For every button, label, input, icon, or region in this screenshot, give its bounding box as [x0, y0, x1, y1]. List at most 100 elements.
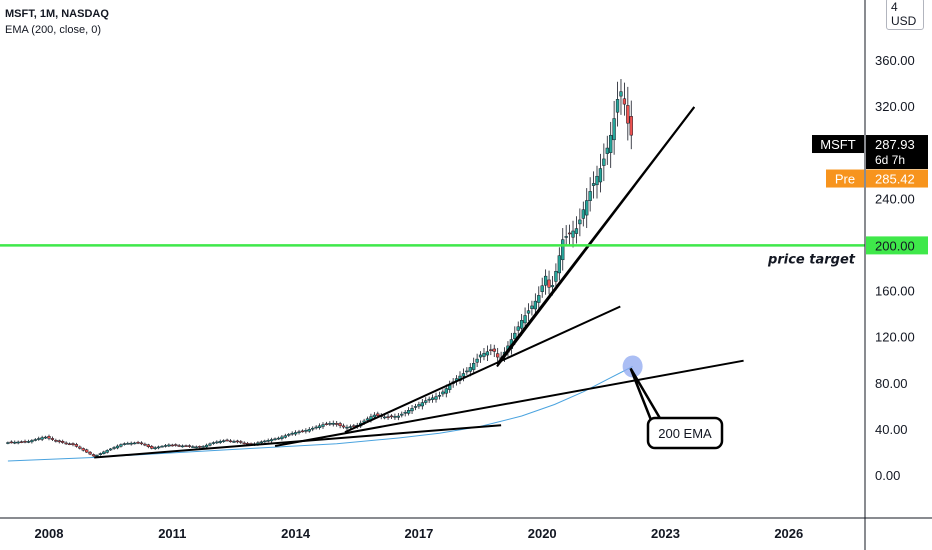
candle-body [468, 367, 472, 372]
candle-body [112, 447, 116, 449]
candle-body [554, 271, 558, 282]
candle-body [201, 446, 205, 448]
candle-body [163, 445, 168, 447]
candle-body [533, 300, 538, 310]
x-tick-label: 2011 [158, 526, 186, 541]
ema-line [7, 366, 633, 462]
ema-callout: 200 EMA [622, 355, 724, 450]
candle-body [567, 232, 572, 235]
candle-body [537, 295, 541, 303]
candle-body [300, 430, 305, 433]
candle-body [626, 105, 630, 124]
candle-body [543, 275, 548, 286]
candle-body [335, 423, 339, 425]
candle-body [413, 406, 418, 408]
candle-body [136, 441, 140, 444]
candle-body [71, 443, 75, 445]
candle-body [266, 440, 270, 442]
candle-body [547, 279, 551, 288]
candle-body [574, 228, 579, 234]
candle-body [57, 440, 61, 443]
x-tick-label: 2017 [404, 526, 433, 541]
candle-body [74, 444, 79, 447]
y-tick-label: 120.00 [875, 330, 915, 345]
candle-body [465, 370, 469, 373]
candle-body [283, 435, 287, 438]
candle-body [105, 450, 109, 453]
pre-tag-label: Pre [835, 172, 855, 187]
candle-body [198, 446, 202, 448]
candle-body [520, 320, 524, 329]
candle-body [174, 444, 178, 446]
candle-body [143, 443, 147, 446]
candle-body [598, 168, 603, 183]
candle-body [50, 438, 55, 440]
candle-body [30, 440, 34, 443]
candlestick-series [6, 78, 633, 457]
trendline [496, 106, 696, 365]
candle-body [225, 439, 229, 442]
candle-body [482, 353, 486, 357]
candle-body [61, 441, 65, 443]
candle-body [167, 444, 171, 447]
candle-body [153, 447, 157, 450]
candle-body [341, 425, 346, 428]
candle-body [557, 255, 561, 274]
candle-body [232, 441, 236, 443]
candle-body [102, 451, 106, 454]
candle-body [85, 449, 89, 453]
candle-body [78, 446, 82, 449]
candle-body [287, 434, 291, 436]
candle-body [119, 444, 123, 447]
candle-body [194, 446, 198, 449]
currency-label: 4 USD [886, 0, 924, 30]
candle-body [372, 414, 377, 418]
x-tick-label: 2026 [774, 526, 803, 541]
candle-body [126, 443, 130, 445]
candle-body [386, 416, 390, 418]
candle-body [420, 402, 424, 407]
candle-body [550, 285, 555, 288]
pre-price-label: 285.42 [875, 172, 915, 187]
candle-body [115, 445, 120, 449]
candle-body [290, 432, 294, 435]
candle-body [492, 348, 496, 352]
y-tick-label: 360.00 [875, 53, 915, 68]
y-tick-label: 40.00 [875, 422, 908, 437]
candle-body [365, 418, 370, 421]
candle-body [496, 353, 500, 358]
candle-body [585, 200, 589, 216]
candle-body [345, 426, 349, 429]
candle-body [6, 442, 10, 444]
candle-body [444, 388, 448, 394]
candle-body [434, 396, 438, 400]
candle-body [259, 441, 264, 444]
candle-body [321, 424, 325, 427]
price-target-text: price target [767, 252, 856, 267]
candle-body [170, 444, 174, 447]
candle-body [215, 441, 219, 444]
candle-body [622, 98, 627, 105]
y-tick-label: 320.00 [875, 99, 915, 114]
candle-body [516, 326, 520, 331]
candle-body [33, 439, 37, 441]
callout-box [646, 416, 724, 450]
trendlines [94, 106, 744, 459]
last-price-tag [866, 135, 928, 170]
candle-body [222, 440, 226, 442]
candle-body [406, 410, 411, 414]
candle-body [177, 445, 181, 447]
currency-selector[interactable]: 4 USD [886, 0, 924, 30]
candle-body [311, 427, 315, 430]
candle-body [81, 448, 85, 451]
candle-body [246, 443, 250, 445]
x-tick-label: 2008 [35, 526, 64, 541]
candle-body [612, 118, 616, 141]
candle-body [571, 230, 575, 238]
candle-body [19, 441, 24, 443]
candle-body [40, 437, 44, 440]
candle-body [88, 451, 92, 455]
candle-body [122, 443, 126, 445]
candle-body [489, 349, 493, 351]
